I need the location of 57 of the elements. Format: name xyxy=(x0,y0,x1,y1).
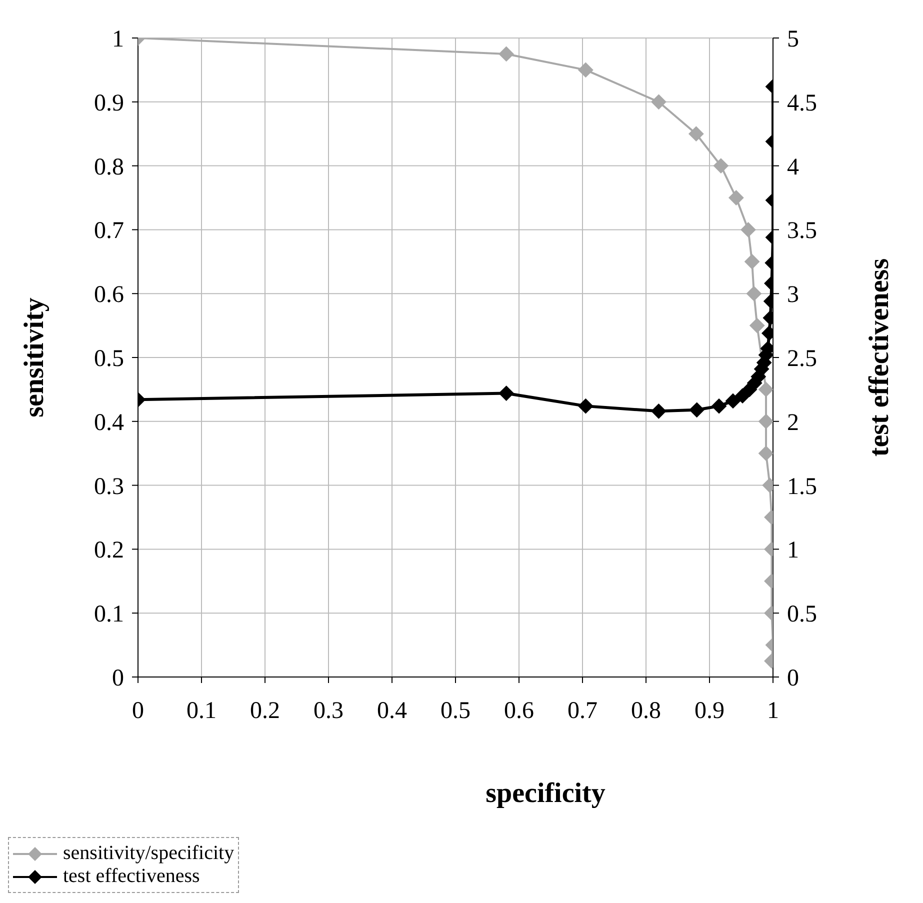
y2-tick-label: 0.5 xyxy=(787,602,817,628)
point xyxy=(746,286,762,302)
x-tick-label: 0.4 xyxy=(377,698,407,724)
y-tick-label: 0.9 xyxy=(94,90,124,116)
point xyxy=(712,398,727,414)
point xyxy=(713,158,728,174)
point xyxy=(688,126,704,142)
point xyxy=(689,402,704,418)
y-tick-label: 0.2 xyxy=(94,538,124,564)
point xyxy=(651,404,666,419)
x-tick-label: 0.6 xyxy=(504,698,534,724)
y2-tick-label: 3.5 xyxy=(787,218,817,244)
y-tick-label: 0 xyxy=(112,666,124,692)
point xyxy=(758,446,773,461)
x-axis-title: specificity xyxy=(486,778,606,809)
y-tick-label: 0.7 xyxy=(94,218,124,244)
y2-tick-label: 4 xyxy=(787,154,799,180)
y-tick-label: 0.4 xyxy=(94,410,124,436)
y2-tick-label: 4.5 xyxy=(787,90,817,116)
y-axis-title: sensitivity xyxy=(18,298,50,418)
legend-label: sensitivity/specificity xyxy=(63,842,234,865)
x-tick-label: 0.3 xyxy=(314,698,344,724)
y2-tick-label: 3 xyxy=(787,282,799,308)
point xyxy=(744,254,760,270)
x-tick-label: 0.8 xyxy=(631,698,661,724)
point xyxy=(758,414,773,429)
legend-label: test effectiveness xyxy=(63,865,200,888)
y2-tick-label: 1 xyxy=(787,538,799,564)
y2-tick-label: 2.5 xyxy=(787,346,817,372)
x-tick-label: 0.5 xyxy=(440,698,470,724)
point xyxy=(725,393,740,408)
y-tick-label: 0.8 xyxy=(94,154,124,180)
x-tick-label: 0.9 xyxy=(694,698,724,724)
y2-tick-label: 5 xyxy=(787,26,799,53)
x-tick-label: 0.1 xyxy=(186,698,216,724)
y2-tick-label: 2 xyxy=(787,410,799,436)
y-tick-label: 0.1 xyxy=(94,602,124,628)
y-tick-label: 0.3 xyxy=(94,474,124,500)
y-tick-label: 1 xyxy=(112,26,124,53)
x-tick-label: 0.7 xyxy=(568,698,598,724)
y2-tick-label: 0 xyxy=(787,666,799,692)
y2-axis-title: test effectiveness xyxy=(864,258,895,457)
x-tick-label: 0.2 xyxy=(250,698,280,724)
x-tick-label: 0 xyxy=(132,698,144,724)
point xyxy=(758,382,773,397)
y2-tick-label: 1.5 xyxy=(787,474,817,500)
y-tick-label: 0.5 xyxy=(94,346,124,372)
x-tick-label: 1 xyxy=(767,698,779,724)
point xyxy=(498,386,514,401)
point xyxy=(578,62,594,78)
point xyxy=(750,318,765,334)
point xyxy=(578,398,594,414)
point xyxy=(498,46,514,62)
point xyxy=(728,190,744,206)
point xyxy=(651,94,666,110)
y-tick-label: 0.6 xyxy=(94,282,124,308)
point xyxy=(740,222,756,238)
